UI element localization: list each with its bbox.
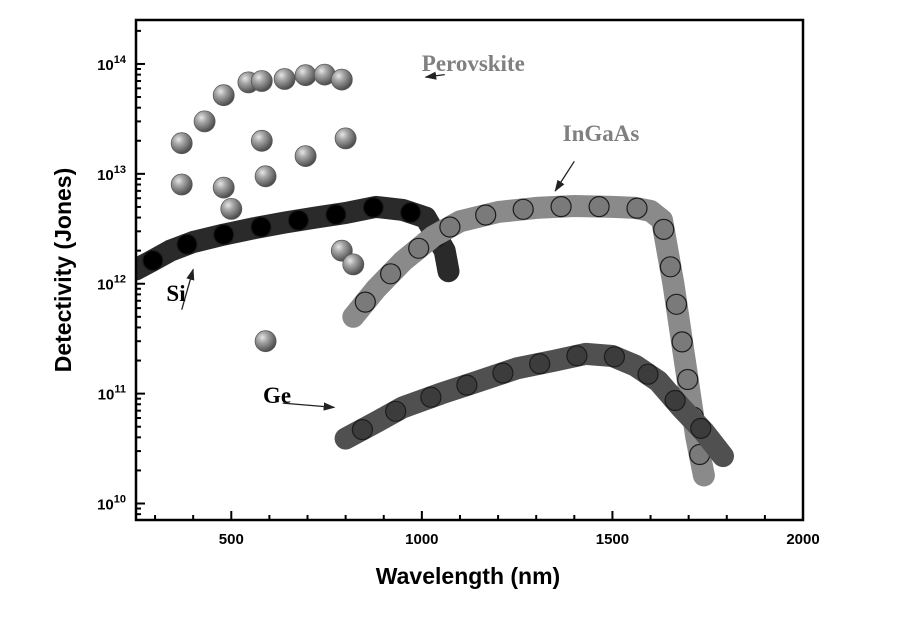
- ingaas-marker: [354, 291, 376, 313]
- ingaas-marker: [512, 198, 534, 220]
- perovskite-point: [220, 197, 243, 220]
- ingaas-arrow: [554, 160, 575, 192]
- ingaas-marker: [380, 263, 402, 285]
- si-marker: [250, 216, 272, 238]
- perovskite-label: Perovskite: [422, 51, 525, 76]
- ingaas-marker: [475, 204, 497, 226]
- ge-marker: [529, 353, 551, 375]
- y-tick-label: 1011: [98, 384, 126, 404]
- x-tick-label: 500: [219, 531, 244, 548]
- y-axis: 1010 1011 1012 1013 1014: [97, 29, 145, 516]
- si-label: Si: [166, 281, 186, 306]
- perovskite-point: [250, 70, 273, 92]
- perovskite-point: [294, 145, 317, 168]
- ge-arrow: [282, 402, 336, 411]
- ingaas-marker: [671, 331, 693, 353]
- perovskite-point: [170, 132, 193, 155]
- perovskite-point: [193, 110, 216, 133]
- ge-marker: [351, 419, 373, 441]
- ge-marker: [690, 417, 712, 439]
- ingaas-marker: [626, 197, 648, 219]
- si-marker: [213, 224, 235, 246]
- perovskite-point: [212, 176, 235, 199]
- ge-marker: [456, 374, 478, 396]
- si-marker: [325, 203, 347, 226]
- ingaas-marker: [665, 293, 688, 315]
- series-perovskite: [170, 63, 365, 353]
- series-ge: [334, 342, 734, 468]
- si-marker: [400, 201, 422, 224]
- si-marker: [362, 196, 384, 219]
- ingaas-marker: [439, 216, 461, 238]
- plot-frame: [134, 18, 805, 522]
- series-layer: [136, 63, 734, 487]
- ge-marker: [420, 386, 442, 408]
- ingaas-marker: [653, 218, 675, 240]
- si-arrow: [181, 268, 195, 310]
- perovskite-point: [250, 129, 273, 152]
- perovskite-point: [273, 68, 296, 90]
- si-marker: [176, 233, 198, 255]
- ingaas-marker: [550, 196, 572, 218]
- y-tick-label: 1014: [97, 54, 127, 74]
- perovskite-point: [212, 84, 235, 107]
- x-axis-title: Wavelength (nm): [376, 563, 560, 589]
- annotation-layer: Perovskite InGaAs Si Ge: [166, 51, 640, 411]
- perovskite-point: [254, 330, 277, 353]
- ge-marker: [603, 346, 626, 368]
- perovskite-arrow: [424, 71, 445, 80]
- perovskite-point: [170, 173, 193, 196]
- si-marker: [287, 209, 309, 231]
- ge-marker: [566, 345, 588, 367]
- ingaas-marker: [659, 256, 682, 278]
- perovskite-point: [342, 253, 365, 276]
- ingaas-band: [342, 195, 715, 487]
- ingaas-label: InGaAs: [563, 121, 640, 146]
- si-marker: [142, 249, 164, 272]
- ge-marker: [385, 400, 407, 422]
- ge-label: Ge: [263, 383, 291, 408]
- x-tick-label: 1000: [405, 531, 438, 548]
- perovskite-point: [254, 165, 277, 188]
- ingaas-marker: [588, 196, 610, 218]
- y-tick-label: 1010: [97, 494, 126, 514]
- y-tick-label: 1012: [97, 274, 126, 294]
- perovskite-point: [334, 127, 357, 150]
- ge-marker: [637, 363, 659, 385]
- ge-marker: [492, 362, 514, 384]
- series-ingaas: [342, 195, 715, 487]
- y-tick-label: 1013: [97, 164, 126, 184]
- ingaas-marker: [408, 237, 430, 259]
- perovskite-point: [330, 68, 353, 91]
- x-tick-label: 1500: [596, 531, 629, 548]
- ge-marker: [664, 389, 686, 412]
- y-axis-title: Detectivity (Jones): [50, 168, 76, 373]
- ingaas-marker: [677, 368, 699, 391]
- perovskite-point: [294, 64, 317, 87]
- x-axis: 500 1000 1500 2000: [154, 511, 820, 548]
- x-tick-label: 2000: [786, 531, 819, 548]
